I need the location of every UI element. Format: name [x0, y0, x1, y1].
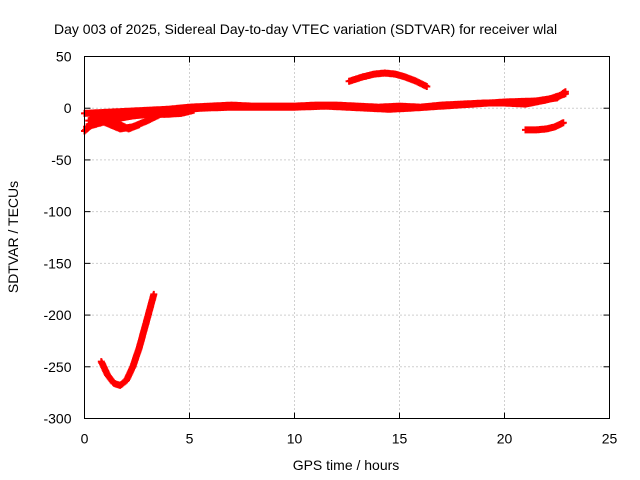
y-tick-label: 50	[56, 49, 72, 65]
grid-lines	[84, 56, 610, 419]
data-point-markers	[97, 290, 158, 389]
y-tick-label: -150	[43, 255, 71, 271]
x-tick-labels: 0 5 10 15 20 25	[81, 431, 618, 447]
plot-frame	[84, 56, 610, 419]
x-tick-label: 5	[186, 431, 194, 447]
series-arc-6	[345, 69, 431, 90]
x-tick-label: 25	[602, 431, 618, 447]
x-tick-label: 10	[287, 431, 303, 447]
x-tick-label: 20	[497, 431, 513, 447]
axis-ticks	[84, 56, 610, 419]
x-tick-label: 15	[392, 431, 408, 447]
y-tick-label: -50	[51, 152, 71, 168]
chart-title: Day 003 of 2025, Sidereal Day-to-day VTE…	[54, 21, 557, 37]
y-tick-label: -250	[43, 359, 71, 375]
y-axis-label: SDTVAR / TECUs	[5, 181, 21, 293]
data-points	[81, 69, 569, 389]
y-tick-label: -300	[43, 411, 71, 427]
y-tick-labels: 50 0 -50 -100 -150 -200 -250 -300	[43, 49, 71, 427]
y-tick-label: -100	[43, 204, 71, 220]
y-tick-label: -200	[43, 307, 71, 323]
y-tick-label: 0	[64, 100, 72, 116]
data-point-markers	[345, 69, 431, 90]
x-axis-label: GPS time / hours	[293, 457, 400, 473]
series-arc-8	[97, 290, 158, 389]
x-tick-label: 0	[81, 431, 89, 447]
data-point-markers	[522, 119, 567, 134]
series-arc-7	[522, 119, 567, 134]
